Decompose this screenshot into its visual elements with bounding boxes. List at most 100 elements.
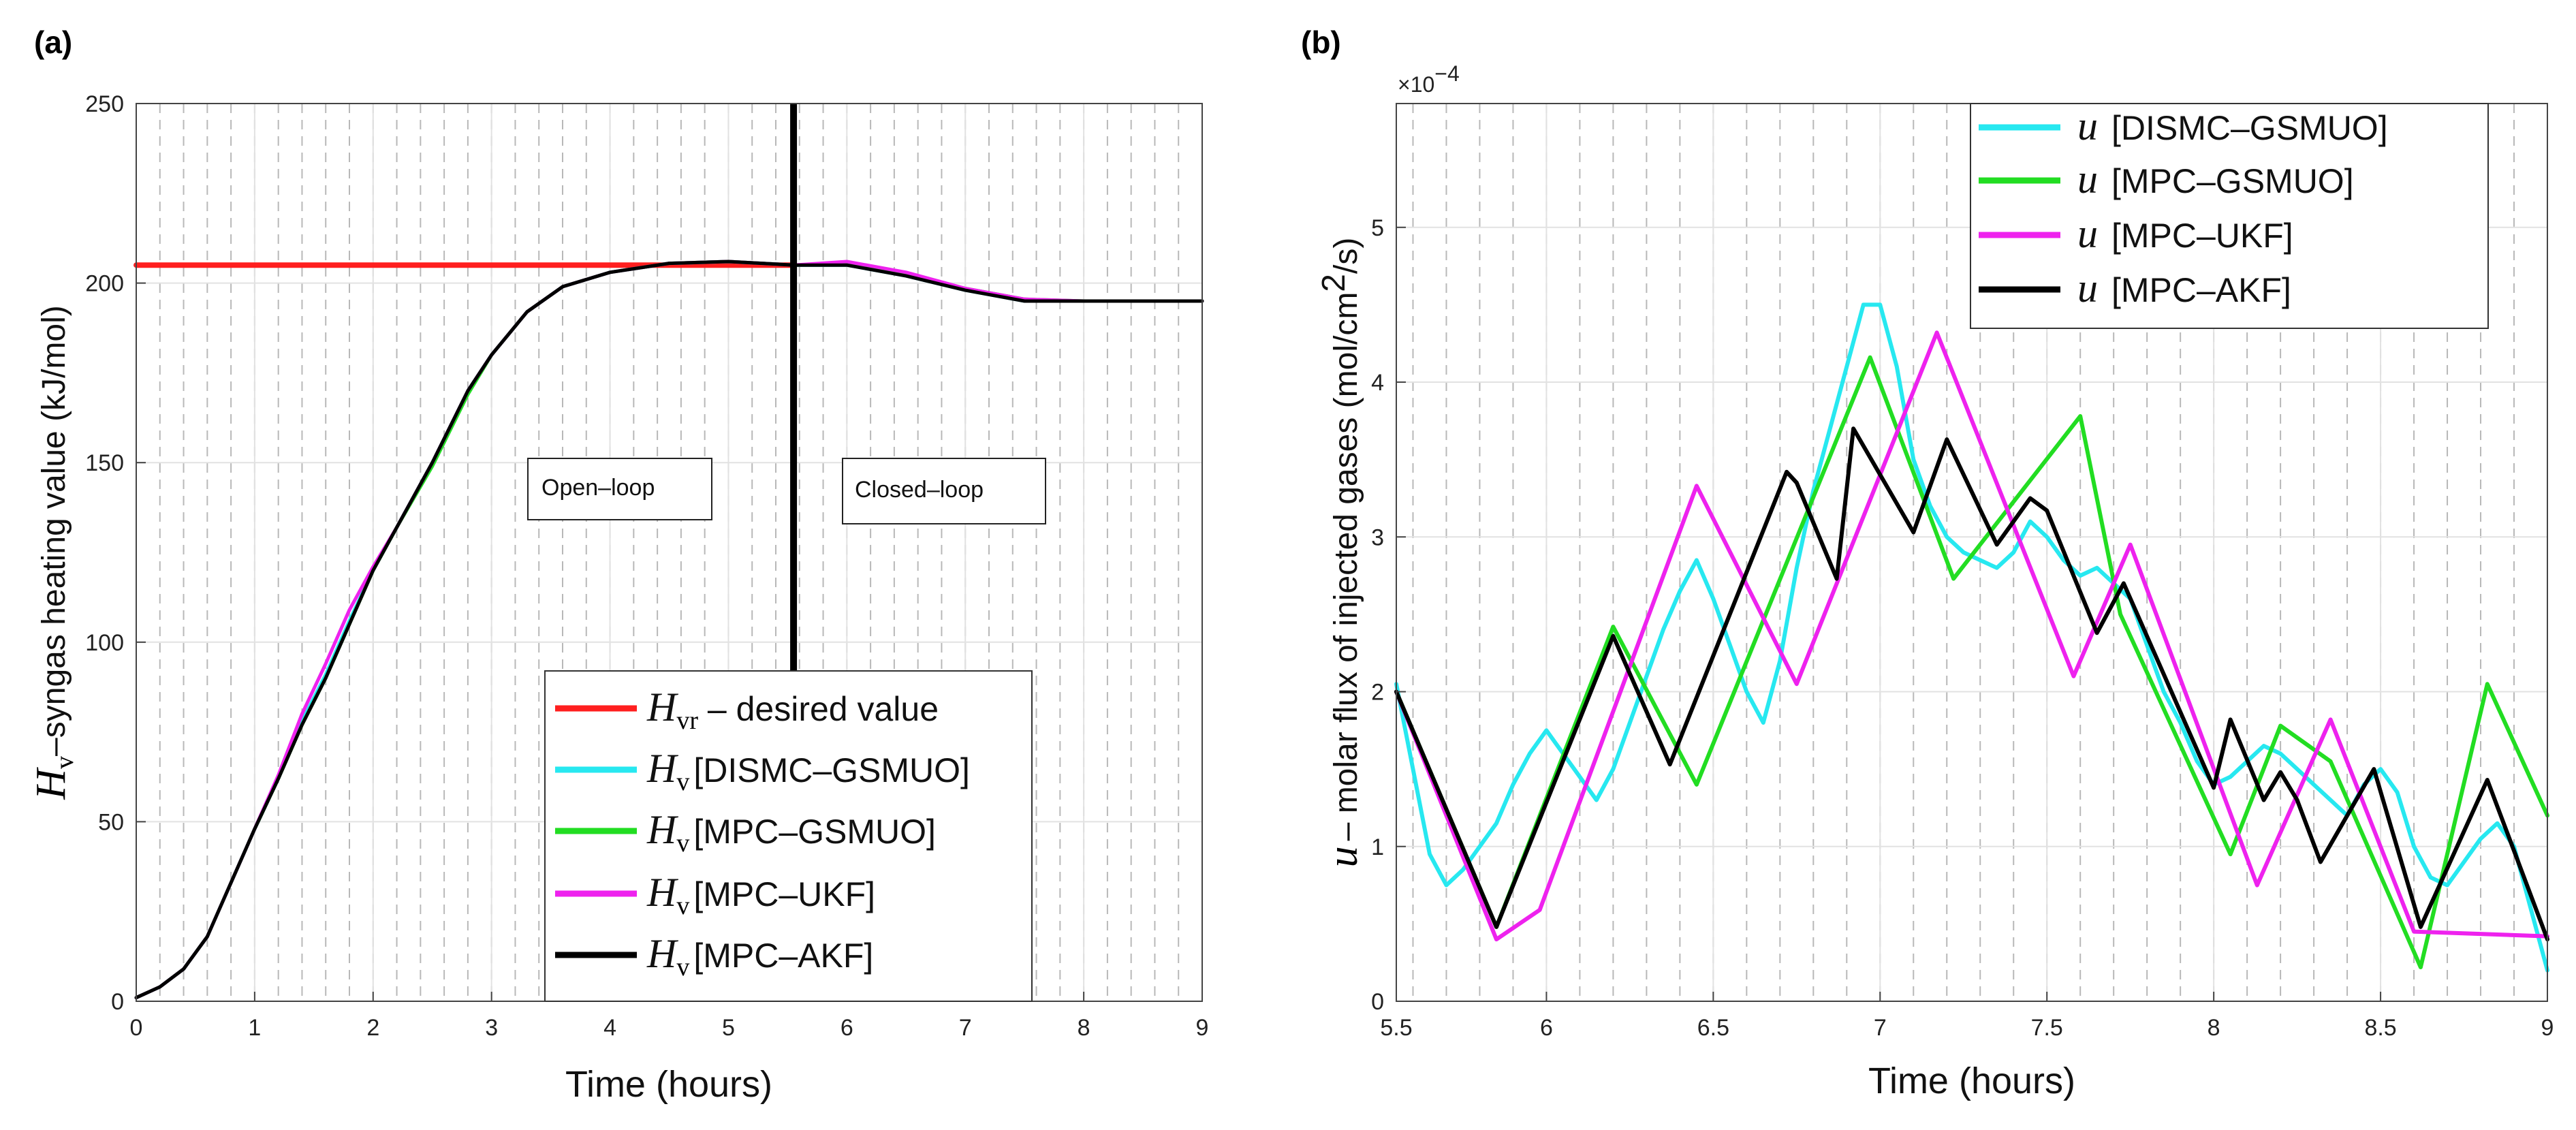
legend-b-symbol-dismc: u xyxy=(2077,104,2098,148)
plot-a-y-tick-label: 100 xyxy=(85,630,124,656)
annotation-open-loop: Open–loop xyxy=(541,475,655,501)
legend-a-label-dismc: [DISMC–GSMUO] xyxy=(693,751,970,789)
legend-b-label-mpc-akf: [MPC–AKF] xyxy=(2111,271,2291,309)
plot-b-x-tick-label: 7 xyxy=(1874,1015,1887,1041)
plot-b-x-tick-label: 6 xyxy=(1540,1015,1553,1041)
plot-a-y-tick-label: 250 xyxy=(85,91,124,117)
annotation-closed-loop: Closed–loop xyxy=(855,477,984,503)
svg-text:Hvr – desired value: Hvr – desired value xyxy=(646,685,939,735)
panel-b-label: (b) xyxy=(1301,25,1341,60)
plot-a-ticks: 0 1 2 3 4 5 6 7 8 9 0 50 100 150 200 250 xyxy=(85,91,1208,1041)
plot-a-x-tick-label: 8 xyxy=(1078,1015,1090,1041)
exponent-label: ×10−4 xyxy=(1398,61,1460,97)
plot-b-y-tick-label: 5 xyxy=(1371,215,1384,241)
y-axis-title-a: Hv–syngas heating value (kJ/mol) xyxy=(28,305,79,800)
legend-a-symbol-mpc-gsmuo: H xyxy=(646,807,679,852)
legend-a-symbol-mpc-ukf: H xyxy=(646,870,679,915)
plot-a-series-mpc-akf xyxy=(134,260,1204,1000)
svg-text:u[MPC–UKF]: u [MPC–UKF] xyxy=(2077,211,2293,256)
legend-a-entry-desired: Hvr – desired value xyxy=(555,685,939,735)
plot-a-x-tick-label: 5 xyxy=(722,1015,735,1041)
x-axis-title-a: Time (hours) xyxy=(565,1064,772,1105)
legend-a-entry-mpc-ukf: Hv [MPC–UKF] xyxy=(555,870,875,920)
legend-a-sub-dismc: v xyxy=(676,768,689,796)
legend-b-label-dismc: [DISMC–GSMUO] xyxy=(2111,109,2388,147)
legend-a-symbol-mpc-akf: H xyxy=(646,931,679,976)
plot-a-x-tick-label: 6 xyxy=(841,1015,853,1041)
legend-a-sub-mpc-akf: v xyxy=(676,953,689,982)
legend-a-label-mpc-gsmuo: [MPC–GSMUO] xyxy=(693,813,936,851)
legend-a: Hvr – desired value Hv [DISMC–GSMUO] Hv [M… xyxy=(544,670,1033,1002)
plot-a-series xyxy=(133,260,1204,1000)
svg-text:u[MPC–AKF]: u [MPC–AKF] xyxy=(2077,266,2291,311)
plot-b-x-tick-label: 8 xyxy=(2208,1015,2220,1041)
plot-a-x-tick-label: 4 xyxy=(603,1015,616,1041)
svg-text:u[MPC–GSMUO]: u [MPC–GSMUO] xyxy=(2077,157,2354,202)
svg-text:Hv[MPC–GSMUO]: Hv [MPC–GSMUO] xyxy=(646,807,936,858)
legend-a-sub-mpc-gsmuo: v xyxy=(676,829,689,858)
y-axis-a-text: –syngas heating value (kJ/mol) xyxy=(36,305,72,756)
plot-a-y-tick-label: 150 xyxy=(85,450,124,476)
plot-b-ticks: 5.5 6 6.5 7 7.5 8 8.5 9 0 1 2 3 4 5 xyxy=(1371,215,2554,1041)
x-axis-title-b: Time (hours) xyxy=(1868,1061,2075,1101)
y-axis-title-b: u – molar flux of injected gases (mol/cm2… xyxy=(1316,238,1366,868)
plot-a-y-tick-label: 50 xyxy=(98,809,124,835)
plot-a-y-tick-label: 0 xyxy=(111,989,124,1015)
svg-text:Hv[MPC–UKF]: Hv [MPC–UKF] xyxy=(646,870,875,920)
plot-b-y-tick-label: 1 xyxy=(1371,834,1384,860)
svg-text:Hv[DISMC–GSMUO]: Hv [DISMC–GSMUO] xyxy=(646,746,970,796)
plot-b-series xyxy=(1394,302,2549,973)
legend-a-label-mpc-akf: [MPC–AKF] xyxy=(693,937,873,975)
y-axis-b-text: – molar flux of injected gases (mol/cm xyxy=(1328,292,1364,841)
legend-a-sub-mpc-ukf: v xyxy=(676,892,689,920)
plot-a-x-tick-label: 3 xyxy=(485,1015,498,1041)
plot-b-y-tick-label: 0 xyxy=(1371,989,1384,1015)
y-axis-b-tail: /s) xyxy=(1328,238,1364,274)
exponent-base: ×10 xyxy=(1398,72,1434,97)
annotation-open-loop-box: Open–loop xyxy=(527,458,712,520)
plot-a-x-tick-label: 1 xyxy=(248,1015,261,1041)
svg-text:Hv[MPC–AKF]: Hv [MPC–AKF] xyxy=(646,931,873,982)
plot-b-x-tick-label: 9 xyxy=(2541,1015,2554,1041)
legend-b: u [DISMC–GSMUO] u [MPC–GSMUO] u [MPC–UKF] u… xyxy=(1970,103,2489,329)
plot-b-x-tick-label: 7.5 xyxy=(2031,1015,2063,1041)
plot-a-x-tick-label: 7 xyxy=(959,1015,972,1041)
legend-b-symbol-mpc-ukf: u xyxy=(2077,211,2098,256)
legend-a-entry-dismc: Hv [DISMC–GSMUO] xyxy=(555,746,970,796)
legend-b-entry-mpc-gsmuo: u [MPC–GSMUO] xyxy=(1979,157,2354,202)
legend-b-label-mpc-ukf: [MPC–UKF] xyxy=(2111,217,2293,255)
exponent-power: −4 xyxy=(1434,61,1459,86)
legend-b-entry-mpc-ukf: u [MPC–UKF] xyxy=(1979,211,2293,256)
plot-b-y-tick-label: 4 xyxy=(1371,370,1384,396)
legend-a-entry-mpc-akf: Hv [MPC–AKF] xyxy=(555,931,873,982)
plot-b-y-tick-label: 3 xyxy=(1371,524,1384,550)
plot-b: 5.5 6 6.5 7 7.5 8 8.5 9 0 1 2 3 4 5 ×10−4 u [DISMC–GSM… xyxy=(1371,61,2554,1041)
legend-a-entry-mpc-gsmuo: Hv [MPC–GSMUO] xyxy=(555,807,936,858)
plot-a: 0 1 2 3 4 5 6 7 8 9 0 50 100 150 200 250 Open–loop Clos… xyxy=(85,91,1208,1041)
legend-b-symbol-mpc-gsmuo: u xyxy=(2077,157,2098,202)
plot-a-x-tick-label: 0 xyxy=(130,1015,143,1041)
y-axis-a-symbol: H xyxy=(28,767,74,800)
legend-a-label-mpc-ukf: [MPC–UKF] xyxy=(693,875,875,913)
svg-text:u[DISMC–GSMUO]: u [DISMC–GSMUO] xyxy=(2077,104,2388,148)
annotation-closed-loop-box: Closed–loop xyxy=(842,458,1046,524)
legend-a-symbol-desired: H xyxy=(646,685,679,729)
plot-b-y-tick-label: 2 xyxy=(1371,680,1384,706)
y-axis-a-sub: v xyxy=(50,756,79,769)
plot-b-series-mpc-ukf xyxy=(1394,330,2549,942)
plot-a-x-tick-label: 9 xyxy=(1196,1015,1209,1041)
plot-b-x-tick-label: 6.5 xyxy=(1697,1015,1729,1041)
legend-a-label-desired: – desired value xyxy=(698,690,939,728)
panel-a-label: (a) xyxy=(34,25,72,60)
plot-a-x-tick-label: 2 xyxy=(366,1015,379,1041)
legend-b-entry-mpc-akf: u [MPC–AKF] xyxy=(1979,266,2291,311)
plot-b-x-tick-label: 8.5 xyxy=(2364,1015,2396,1041)
y-axis-b-symbol: u xyxy=(1320,846,1366,867)
plot-a-y-tick-label: 200 xyxy=(85,271,124,297)
legend-a-sub-desired: vr xyxy=(676,706,698,735)
legend-a-symbol-dismc: H xyxy=(646,746,679,791)
plot-b-series-mpc-gsmuo xyxy=(1394,355,2549,969)
legend-b-symbol-mpc-akf: u xyxy=(2077,266,2098,311)
legend-b-entry-dismc: u [DISMC–GSMUO] xyxy=(1979,104,2388,148)
